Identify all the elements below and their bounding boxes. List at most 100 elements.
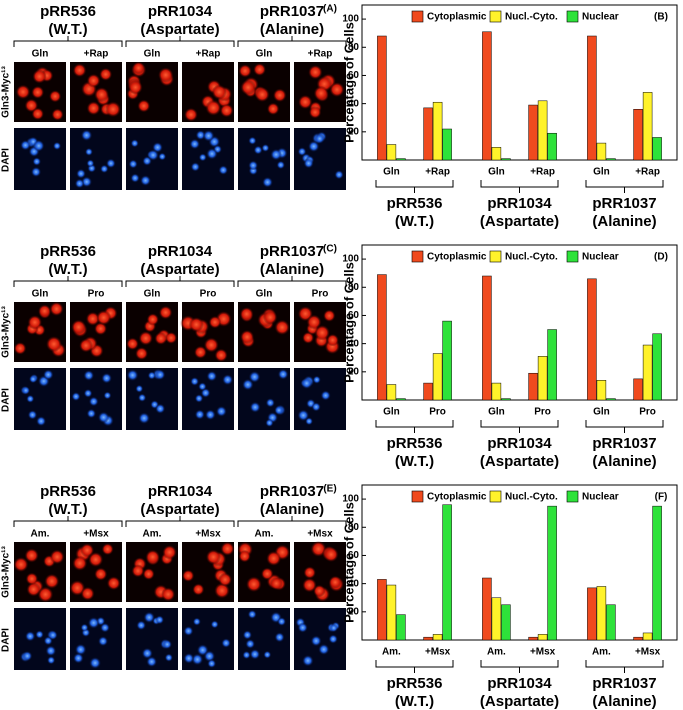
cell [198,382,207,391]
cell [298,94,313,110]
group-bracket [585,180,664,193]
cell [94,567,108,581]
bar [396,398,406,401]
cell [99,164,109,174]
cell [89,656,102,669]
legend-label: Nucl.-Cyto. [505,252,558,263]
cell [329,82,345,98]
group-bracket [480,180,559,193]
cell [31,85,45,99]
bar [633,636,643,641]
bar [528,104,538,161]
cell [25,572,39,586]
bar [642,632,653,641]
cell [162,639,173,650]
x-tick-label: Gln [383,167,400,178]
bar [528,636,538,641]
group-sub: (W.T.) [395,213,434,230]
cell [254,87,270,103]
group-bracket [375,660,454,673]
bar [432,634,443,641]
bar [482,275,492,401]
cell [48,90,62,103]
bar [547,505,557,641]
cell [52,141,62,151]
strain-sub: (W.T.) [48,21,87,38]
cell [105,158,116,169]
cell [269,576,283,591]
cell [126,369,139,382]
cell [28,374,38,384]
bracket [125,276,235,287]
cell [182,569,195,582]
strain-name: pRR1037 [260,243,324,260]
bracket [237,516,347,527]
condition-label: Gln [256,289,273,300]
cell [145,549,161,565]
bar [587,35,597,161]
cell [51,108,64,121]
group-name: pRR1034 [487,435,552,452]
row-label: DAPI [1,628,12,652]
cell [328,575,342,589]
panel-label: (C) [323,244,337,255]
bracket [13,516,123,527]
cell [130,173,140,183]
legend-swatch [489,10,502,23]
cell [265,418,274,428]
bar [501,398,511,401]
cell [85,311,100,326]
cell [132,61,145,75]
bracket [13,36,123,47]
y-tick-label: 20 [348,606,360,617]
cell [46,656,56,665]
bar [386,144,397,161]
cell [272,88,287,103]
cell [274,319,290,336]
cell [138,331,153,346]
bar [633,109,643,161]
cell [302,331,315,344]
x-tick-label: Am. [382,647,401,658]
cell [45,336,62,353]
cell [238,549,251,563]
bar [642,344,653,401]
cell [42,369,54,381]
bar [537,100,548,161]
cell [249,401,261,413]
group-name: pRR1037 [592,195,656,212]
panel-label: (B) [654,12,668,23]
cell [99,67,113,81]
cell [314,324,330,341]
plot-frame [361,4,678,161]
bar [537,356,548,401]
legend-label: Cytoplasmic [427,12,487,23]
cell [101,543,114,556]
plot-frame [361,484,678,641]
cell [245,638,256,649]
bar [432,101,443,161]
cell [49,301,64,317]
cell [86,101,101,116]
cell [329,623,339,633]
bar [501,158,511,161]
cell [73,652,84,664]
bar [652,137,662,161]
cell [188,317,204,333]
cell [312,375,321,384]
strain-name: pRR1037 [260,3,324,20]
x-tick-label: Pro [429,407,446,418]
y-tick-label: 60 [348,550,360,561]
cell [36,416,47,427]
group-bracket [375,180,454,193]
cell [88,396,99,407]
cell [33,140,45,152]
cell [314,133,325,144]
cell [193,345,207,359]
strain-name: pRR536 [40,483,96,500]
cell [79,338,93,353]
y-tick-label: 60 [348,70,360,81]
cell [32,157,42,166]
cell [26,394,35,403]
strain-name: pRR1034 [148,243,213,260]
